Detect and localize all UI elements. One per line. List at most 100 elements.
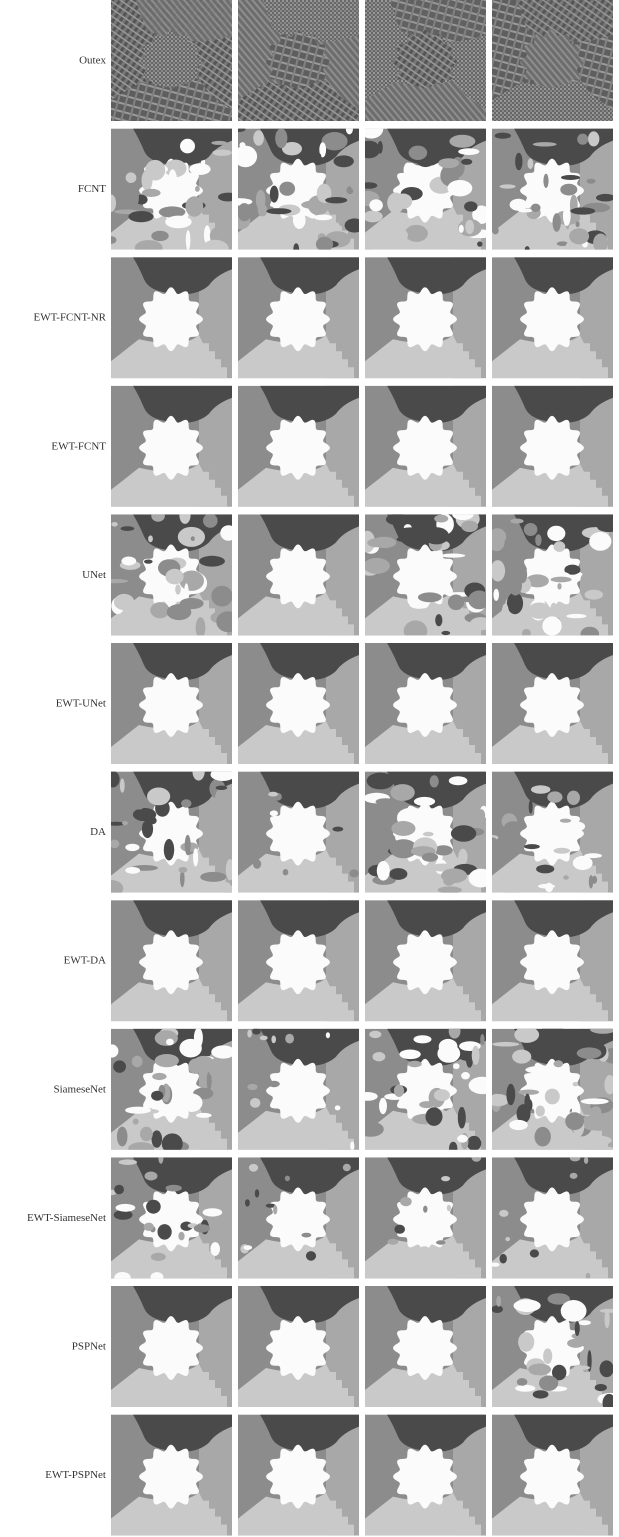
noise-blob	[181, 799, 192, 808]
noise-blob	[216, 611, 232, 633]
noise-blob	[466, 1135, 482, 1150]
noise-blob	[550, 576, 572, 583]
noise-blob	[210, 771, 232, 781]
noise-blob	[208, 1057, 226, 1079]
noise-blob	[535, 534, 542, 546]
noise-blob	[148, 535, 153, 543]
noise-blob	[134, 240, 163, 250]
noise-blob	[492, 1041, 520, 1047]
region	[266, 1058, 330, 1123]
image-cell	[111, 128, 232, 250]
noise-blob	[465, 541, 485, 547]
noise-blob	[377, 141, 383, 154]
noise-blob	[166, 1038, 174, 1046]
noise-blob	[580, 626, 600, 636]
noise-blob	[492, 560, 506, 582]
image-cell	[238, 1028, 359, 1150]
noise-blob	[393, 1084, 405, 1097]
noise-blob	[365, 1092, 378, 1101]
noise-blob	[132, 1118, 139, 1125]
noise-blob	[305, 1251, 317, 1261]
noise-blob	[184, 860, 191, 881]
noise-blob	[333, 155, 354, 168]
noise-blob	[161, 1133, 183, 1150]
noise-blob	[590, 1106, 602, 1117]
noise-blob	[576, 777, 596, 789]
region	[238, 1235, 354, 1279]
noise-blob	[446, 1204, 451, 1212]
region	[266, 415, 330, 480]
noise-blob	[275, 128, 288, 149]
noise-blob	[542, 616, 562, 636]
noise-blob	[567, 790, 580, 805]
noise-blob	[271, 1035, 276, 1044]
texture	[520, 30, 584, 94]
noise-blob	[465, 219, 475, 235]
noise-blob	[602, 1331, 609, 1337]
region	[238, 849, 354, 893]
texture	[492, 0, 613, 42]
noise-blob	[350, 1141, 355, 1150]
noise-blob	[313, 214, 333, 221]
region	[492, 335, 608, 379]
noise-blob	[492, 837, 500, 853]
noise-blob	[238, 203, 252, 222]
region	[111, 978, 227, 1022]
noise-blob	[125, 843, 140, 852]
noise-blob	[125, 867, 141, 874]
noise-blob	[492, 1305, 503, 1313]
noise-blob	[157, 136, 164, 159]
noise-blob	[119, 778, 125, 793]
noise-blob	[561, 175, 580, 180]
row-label: EWT-DA	[64, 955, 106, 967]
noise-blob	[566, 821, 586, 832]
image-cell	[365, 1286, 486, 1407]
texture	[111, 80, 232, 121]
noise-blob	[203, 514, 218, 528]
noise-blob	[471, 1045, 480, 1065]
region	[238, 721, 354, 764]
noise-blob	[553, 1060, 564, 1068]
noise-blob	[509, 198, 528, 211]
image-cell	[492, 257, 613, 379]
image-cell	[111, 1028, 232, 1150]
noise-blob	[541, 1028, 565, 1033]
noise-blob	[178, 866, 188, 873]
noise-blob	[499, 1344, 512, 1357]
noise-blob	[122, 821, 128, 826]
noise-blob	[389, 839, 418, 859]
region	[238, 1364, 354, 1407]
region	[520, 287, 584, 352]
noise-blob	[445, 1252, 452, 1258]
image-cell	[111, 0, 232, 121]
noise-blob	[572, 1082, 579, 1087]
image-cell	[492, 1414, 613, 1536]
texture	[111, 0, 232, 42]
noise-blob	[113, 593, 135, 611]
noise-blob	[365, 182, 378, 189]
noise-blob	[575, 221, 580, 228]
noise-blob	[497, 832, 512, 838]
image-cell	[238, 257, 359, 379]
noise-blob	[422, 831, 434, 837]
region	[266, 1444, 330, 1509]
noise-blob	[571, 1332, 595, 1340]
noise-blob	[166, 604, 192, 621]
noise-blob	[547, 1293, 570, 1305]
region	[365, 463, 481, 507]
noise-blob	[391, 821, 416, 836]
noise-blob	[457, 1134, 468, 1143]
region	[260, 1028, 359, 1066]
noise-blob	[254, 1189, 260, 1198]
noise-blob	[285, 1033, 294, 1044]
region	[133, 385, 232, 423]
noise-blob	[259, 1035, 268, 1041]
noise-blob	[532, 1390, 549, 1399]
noise-blob	[145, 159, 166, 181]
region	[520, 1187, 584, 1252]
row-label: UNet	[82, 569, 106, 581]
noise-blob	[194, 1126, 207, 1137]
region	[260, 385, 359, 423]
noise-blob	[538, 883, 555, 889]
noise-blob	[387, 1238, 399, 1245]
